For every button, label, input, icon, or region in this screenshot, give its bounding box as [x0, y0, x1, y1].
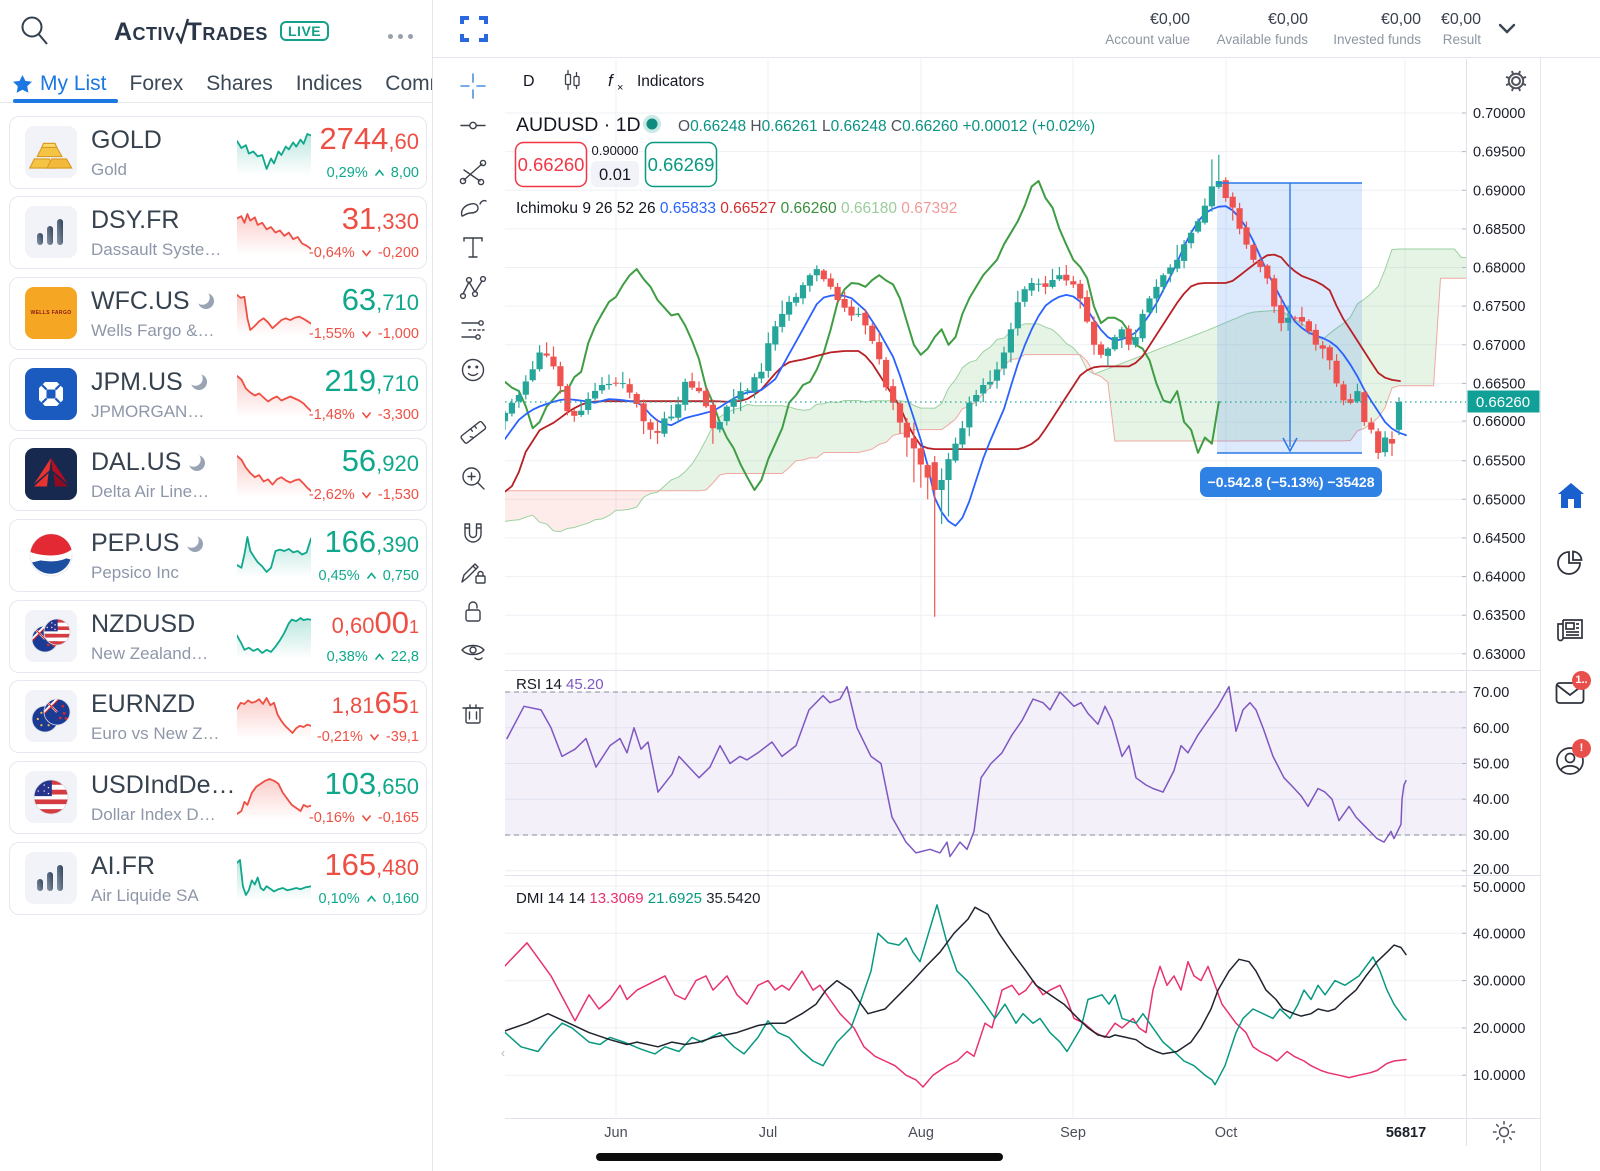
- svg-text:30.00: 30.00: [1473, 828, 1509, 844]
- svg-text:0.70000: 0.70000: [1473, 106, 1525, 122]
- svg-text:0.63000: 0.63000: [1473, 647, 1525, 663]
- svg-text:10.0000: 10.0000: [1473, 1068, 1525, 1084]
- svg-text:RSI 14 45.20: RSI 14 45.20: [516, 676, 604, 693]
- svg-text:Aug: Aug: [908, 1125, 934, 1141]
- svg-text:AUDUSD · 1D: AUDUSD · 1D: [516, 114, 641, 136]
- svg-text:30.0000: 30.0000: [1473, 974, 1525, 990]
- svg-text:60.00: 60.00: [1473, 721, 1509, 737]
- svg-text:56817: 56817: [1386, 1125, 1426, 1141]
- svg-text:0.66000: 0.66000: [1473, 414, 1525, 430]
- svg-text:DMI 14 14 13.3069 21.6925 3: DMI 14 14 13.3069 21.6925 35.5420: [516, 890, 760, 907]
- svg-text:0.01: 0.01: [599, 166, 631, 184]
- svg-text:0.67500: 0.67500: [1473, 299, 1525, 315]
- svg-text:0.68000: 0.68000: [1473, 261, 1525, 277]
- svg-text:50.00: 50.00: [1473, 757, 1509, 773]
- svg-text:0.66260: 0.66260: [1476, 394, 1530, 411]
- svg-text:70.00: 70.00: [1473, 685, 1509, 701]
- svg-text:50.0000: 50.0000: [1473, 880, 1525, 896]
- svg-text:D: D: [523, 73, 535, 90]
- svg-text:Jul: Jul: [759, 1125, 778, 1141]
- svg-text:0.67000: 0.67000: [1473, 338, 1525, 354]
- svg-text:20.0000: 20.0000: [1473, 1021, 1525, 1037]
- svg-text:0.63500: 0.63500: [1473, 608, 1525, 624]
- svg-text:0.64500: 0.64500: [1473, 531, 1525, 547]
- svg-text:20.00: 20.00: [1473, 862, 1509, 878]
- svg-text:‹: ‹: [501, 1046, 505, 1060]
- svg-text:0.66269: 0.66269: [648, 154, 715, 175]
- svg-text:Ichimoku 9 26 52 26 0.65833: Ichimoku 9 26 52 26 0.65833 0.66527 0.66…: [516, 200, 957, 217]
- svg-text:40.00: 40.00: [1473, 792, 1509, 808]
- svg-text:0.90000: 0.90000: [592, 143, 639, 158]
- svg-text:Jun: Jun: [604, 1125, 627, 1141]
- svg-text:Sep: Sep: [1060, 1125, 1086, 1141]
- svg-text:0.65500: 0.65500: [1473, 454, 1525, 470]
- svg-text:0.65000: 0.65000: [1473, 492, 1525, 508]
- svg-text:f: f: [608, 71, 615, 90]
- svg-text:O0.66248 H0.66261 L0.66248: O0.66248 H0.66261 L0.66248 C0.66260 +0.0…: [678, 118, 1095, 135]
- svg-text:0.66260: 0.66260: [518, 154, 585, 175]
- svg-text:0.69000: 0.69000: [1473, 183, 1525, 199]
- svg-text:Indicators: Indicators: [637, 73, 704, 90]
- svg-text:0.64000: 0.64000: [1473, 570, 1525, 586]
- svg-text:40.0000: 40.0000: [1473, 926, 1525, 942]
- svg-text:0.66500: 0.66500: [1473, 376, 1525, 392]
- svg-text:0.69500: 0.69500: [1473, 145, 1525, 161]
- svg-text:−0.542.8 (−5.13%) −35428: −0.542.8 (−5.13%) −35428: [1208, 474, 1375, 490]
- svg-text:Oct: Oct: [1215, 1125, 1238, 1141]
- svg-text:0.68500: 0.68500: [1473, 222, 1525, 238]
- svg-text:×: ×: [617, 82, 623, 94]
